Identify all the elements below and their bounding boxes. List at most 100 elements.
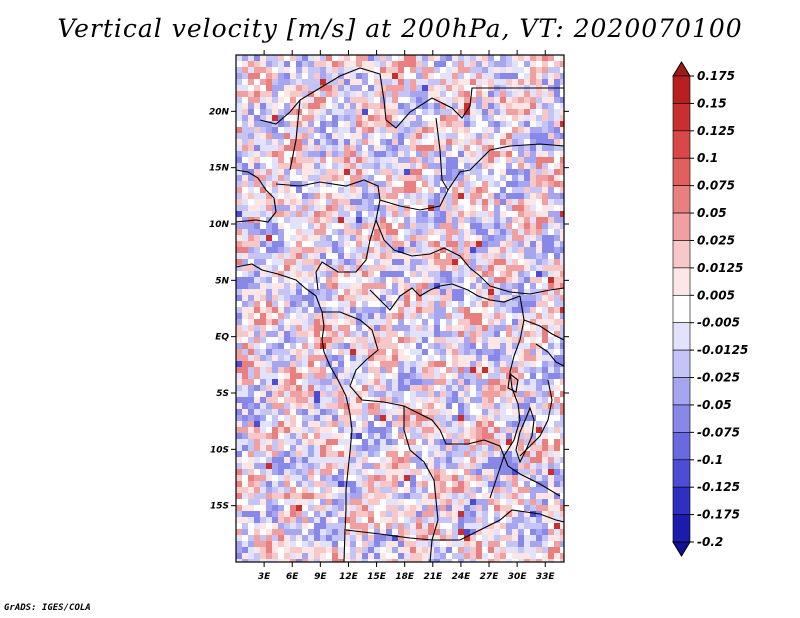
field-cell <box>326 295 332 301</box>
field-cell <box>272 313 278 319</box>
field-cell <box>464 157 470 163</box>
field-cell <box>464 193 470 199</box>
field-cell <box>362 553 368 559</box>
field-cell <box>476 253 482 259</box>
field-cell <box>404 91 410 97</box>
field-cell <box>398 487 404 493</box>
field-cell <box>272 277 278 283</box>
field-cell <box>308 295 314 301</box>
field-cell <box>368 487 374 493</box>
field-cell <box>314 505 320 511</box>
field-cell <box>308 67 314 73</box>
field-cell <box>536 301 542 307</box>
field-cell <box>452 175 458 181</box>
field-cell <box>440 319 446 325</box>
field-cell <box>476 181 482 187</box>
field-cell <box>452 127 458 133</box>
field-cell <box>488 115 494 121</box>
field-cell <box>260 403 266 409</box>
field-cell <box>410 433 416 439</box>
field-cell <box>236 175 242 181</box>
field-cell <box>320 283 326 289</box>
field-cell <box>560 235 564 241</box>
field-cell <box>524 157 530 163</box>
field-cell <box>530 139 536 145</box>
field-cell <box>236 481 242 487</box>
field-cell <box>266 349 272 355</box>
field-cell <box>518 253 524 259</box>
field-cell <box>260 553 266 559</box>
field-cell <box>290 367 296 373</box>
field-cell <box>452 139 458 145</box>
field-cell <box>284 325 290 331</box>
field-cell <box>386 121 392 127</box>
field-cell <box>410 277 416 283</box>
field-cell <box>434 397 440 403</box>
field-cell <box>536 151 542 157</box>
field-cell <box>392 187 398 193</box>
field-cell <box>440 313 446 319</box>
field-cell <box>332 403 338 409</box>
field-cell <box>422 439 428 445</box>
field-cell <box>338 223 344 229</box>
field-cell <box>296 259 302 265</box>
field-cell <box>242 535 248 541</box>
field-cell <box>470 499 476 505</box>
field-cell <box>368 277 374 283</box>
field-cell <box>440 187 446 193</box>
field-cell <box>518 547 524 553</box>
colorbar-label: -0.125 <box>697 480 740 494</box>
field-cell <box>422 541 428 547</box>
field-cell <box>482 307 488 313</box>
field-cell <box>458 559 464 562</box>
field-cell <box>518 127 524 133</box>
field-cell <box>290 517 296 523</box>
field-cell <box>374 403 380 409</box>
field-cell <box>422 559 428 562</box>
field-cell <box>356 415 362 421</box>
field-cell <box>254 499 260 505</box>
field-cell <box>434 103 440 109</box>
field-cell <box>332 307 338 313</box>
field-cell <box>254 535 260 541</box>
field-cell <box>404 373 410 379</box>
field-cell <box>296 403 302 409</box>
field-cell <box>488 73 494 79</box>
field-cell <box>260 115 266 121</box>
field-cell <box>260 427 266 433</box>
field-cell <box>482 487 488 493</box>
field-cell <box>440 139 446 145</box>
field-cell <box>536 283 542 289</box>
field-cell <box>416 289 422 295</box>
field-cell <box>434 433 440 439</box>
field-cell <box>410 439 416 445</box>
field-cell <box>476 433 482 439</box>
field-cell <box>506 367 512 373</box>
field-cell <box>350 283 356 289</box>
field-cell <box>248 277 254 283</box>
field-cell <box>482 523 488 529</box>
field-cell <box>236 283 242 289</box>
field-cell <box>236 133 242 139</box>
field-cell <box>554 535 560 541</box>
field-cell <box>398 511 404 517</box>
field-cell <box>560 325 564 331</box>
field-cell <box>380 151 386 157</box>
field-cell <box>296 529 302 535</box>
field-cell <box>380 439 386 445</box>
field-cell <box>254 331 260 337</box>
field-cell <box>392 385 398 391</box>
field-cell <box>422 139 428 145</box>
field-cell <box>368 253 374 259</box>
field-cell <box>254 463 260 469</box>
field-cell <box>560 277 564 283</box>
field-cell <box>488 517 494 523</box>
field-cell <box>380 463 386 469</box>
field-cell <box>278 73 284 79</box>
field-cell <box>488 223 494 229</box>
field-cell <box>248 325 254 331</box>
field-cell <box>518 91 524 97</box>
field-cell <box>428 121 434 127</box>
field-cell <box>488 457 494 463</box>
field-cell <box>416 451 422 457</box>
